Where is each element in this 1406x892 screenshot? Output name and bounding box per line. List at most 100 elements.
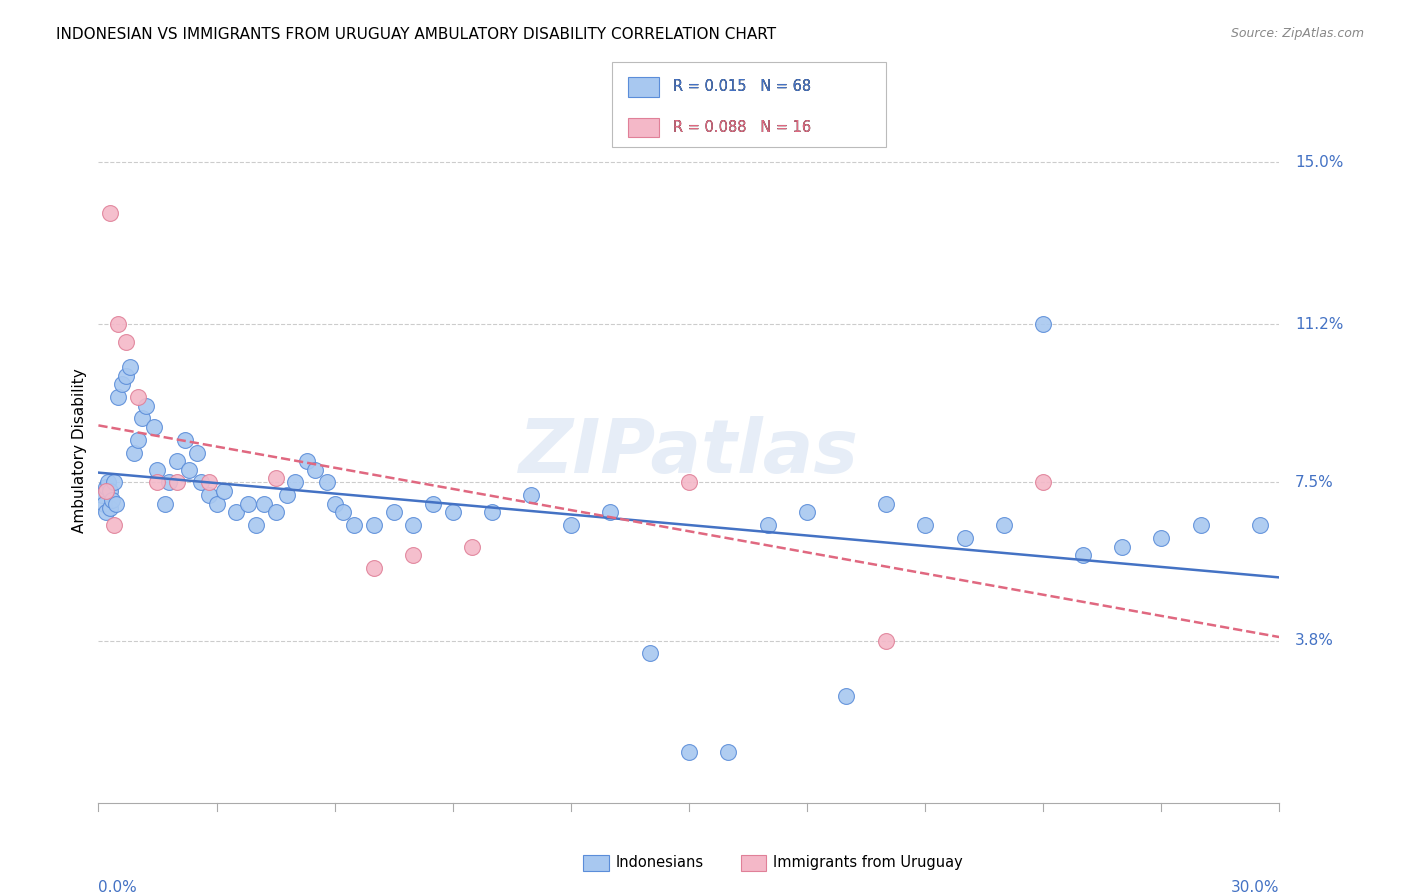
Point [1150,531,1173,545]
Point [111,377,134,392]
Point [953,531,976,545]
Point [323,497,346,511]
Point [402,548,425,562]
Point [205,497,228,511]
Text: 11.2%: 11.2% [1295,317,1344,332]
Point [101,492,124,507]
Point [717,745,740,759]
Text: ZIPatlas: ZIPatlas [519,416,859,489]
Point [155,497,177,511]
Point [756,518,779,533]
Point [197,475,219,490]
Point [796,505,818,519]
Point [441,505,464,519]
Point [236,497,259,511]
Point [481,505,503,519]
Point [402,518,425,533]
Point [177,463,200,477]
Point [186,445,208,459]
Point [382,505,405,519]
Point [115,368,138,383]
Point [214,483,236,498]
Text: 30.0%: 30.0% [1232,880,1279,892]
Point [166,454,188,468]
Point [103,475,125,490]
Point [91,488,114,502]
Point [97,475,120,490]
Point [835,689,858,703]
Text: R = 0.015   N = 68: R = 0.015 N = 68 [673,79,811,95]
Point [363,561,385,575]
Point [875,497,897,511]
Y-axis label: Ambulatory Disability: Ambulatory Disability [72,368,87,533]
Point [93,497,115,511]
Point [422,497,444,511]
Point [157,475,180,490]
Point [105,497,128,511]
Point [264,471,287,485]
Point [343,518,366,533]
Point [107,318,129,332]
Point [914,518,936,533]
Point [146,475,169,490]
Point [875,633,897,648]
Text: R = 0.015   N = 68: R = 0.015 N = 68 [673,79,811,95]
Point [131,411,153,425]
Point [332,505,354,519]
Point [98,483,121,498]
Point [96,483,118,498]
Point [678,475,700,490]
Point [253,497,276,511]
Point [276,488,298,502]
Point [245,518,267,533]
Point [127,433,149,447]
Point [115,334,138,349]
Point [599,505,621,519]
Point [190,475,212,490]
Point [96,505,118,519]
Point [98,501,121,516]
Point [1189,518,1212,533]
Text: R = 0.088   N = 16: R = 0.088 N = 16 [673,120,811,136]
Point [461,540,484,554]
Point [560,518,582,533]
Point [264,505,287,519]
Point [225,505,247,519]
Point [363,518,385,533]
Point [142,420,165,434]
Point [96,480,118,494]
Point [678,745,700,759]
Point [520,488,543,502]
Text: Indonesians: Indonesians [616,855,704,870]
Point [1032,475,1054,490]
Point [118,360,141,375]
Point [103,518,125,533]
Text: 15.0%: 15.0% [1295,154,1344,169]
Text: R = 0.088   N = 16: R = 0.088 N = 16 [673,120,811,136]
Point [295,454,318,468]
Point [1071,548,1094,562]
Point [135,399,157,413]
Point [638,646,661,660]
Point [1249,518,1271,533]
Point [284,475,307,490]
Point [107,390,129,404]
Point [304,463,326,477]
Text: 7.5%: 7.5% [1295,475,1334,490]
Point [174,433,197,447]
Point [146,463,169,477]
Text: Immigrants from Uruguay: Immigrants from Uruguay [773,855,963,870]
Point [127,390,149,404]
Point [1111,540,1133,554]
Text: INDONESIAN VS IMMIGRANTS FROM URUGUAY AMBULATORY DISABILITY CORRELATION CHART: INDONESIAN VS IMMIGRANTS FROM URUGUAY AM… [56,27,776,42]
Point [993,518,1015,533]
Point [166,475,188,490]
Text: 3.8%: 3.8% [1295,633,1334,648]
Text: 0.0%: 0.0% [98,880,138,892]
Point [315,475,337,490]
Point [122,445,145,459]
Point [197,488,219,502]
Point [1032,318,1054,332]
Point [98,206,121,220]
Text: Source: ZipAtlas.com: Source: ZipAtlas.com [1230,27,1364,40]
